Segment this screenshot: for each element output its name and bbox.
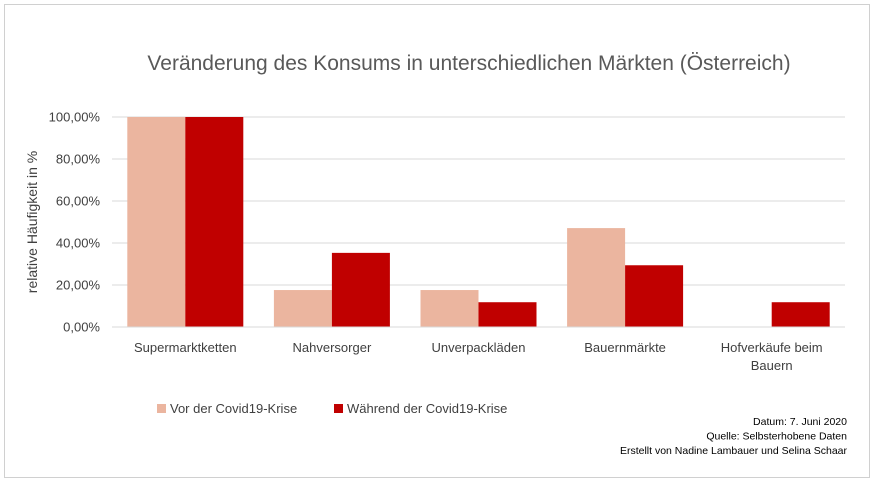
y-tick-label: 40,00% <box>56 236 101 251</box>
bar <box>625 265 684 327</box>
chart-title: Veränderung des Konsums in unterschiedli… <box>147 52 790 75</box>
y-tick-label: 20,00% <box>56 278 101 293</box>
legend-label: Vor der Covid19-Krise <box>170 401 297 416</box>
y-tick-labels: 0,00% 20,00% 40,00% 60,00% 80,00% 100,00% <box>49 110 101 335</box>
legend: Vor der Covid19-Krise Während der Covid19… <box>157 401 507 416</box>
category-label: Unverpackläden <box>432 340 526 355</box>
bar <box>478 302 537 327</box>
y-tick-label: 0,00% <box>63 320 100 335</box>
bar <box>331 252 390 327</box>
footnote: Datum: 7. Juni 2020 <box>753 416 847 428</box>
y-axis-label: relative Häufigkeit in % <box>24 151 40 293</box>
category-label: Bauern <box>751 358 793 373</box>
bar <box>420 290 479 327</box>
category-labels: Supermarktketten Nahversorger Unverpackläd… <box>134 340 823 373</box>
bar <box>567 228 626 327</box>
legend-label: Während der Covid19-Krise <box>347 401 507 416</box>
bars <box>127 117 830 327</box>
bar <box>273 290 332 327</box>
bar <box>185 117 244 327</box>
legend-swatch <box>334 404 343 413</box>
legend-swatch <box>157 404 166 413</box>
category-label: Supermarktketten <box>134 340 237 355</box>
category-label: Hofverkäufe beim <box>721 340 823 355</box>
bar <box>127 117 186 327</box>
footnote: Quelle: Selbsterhobene Daten <box>706 431 847 443</box>
category-label: Nahversorger <box>293 340 372 355</box>
y-tick-label: 60,00% <box>56 194 101 209</box>
bar <box>771 302 830 327</box>
category-label: Bauernmärkte <box>584 340 666 355</box>
y-tick-label: 80,00% <box>56 152 101 167</box>
y-tick-label: 100,00% <box>49 110 101 125</box>
footnotes: Datum: 7. Juni 2020 Quelle: Selbsterhoben… <box>620 416 848 457</box>
footnote: Erstellt von Nadine Lambauer und Selina … <box>620 445 848 457</box>
